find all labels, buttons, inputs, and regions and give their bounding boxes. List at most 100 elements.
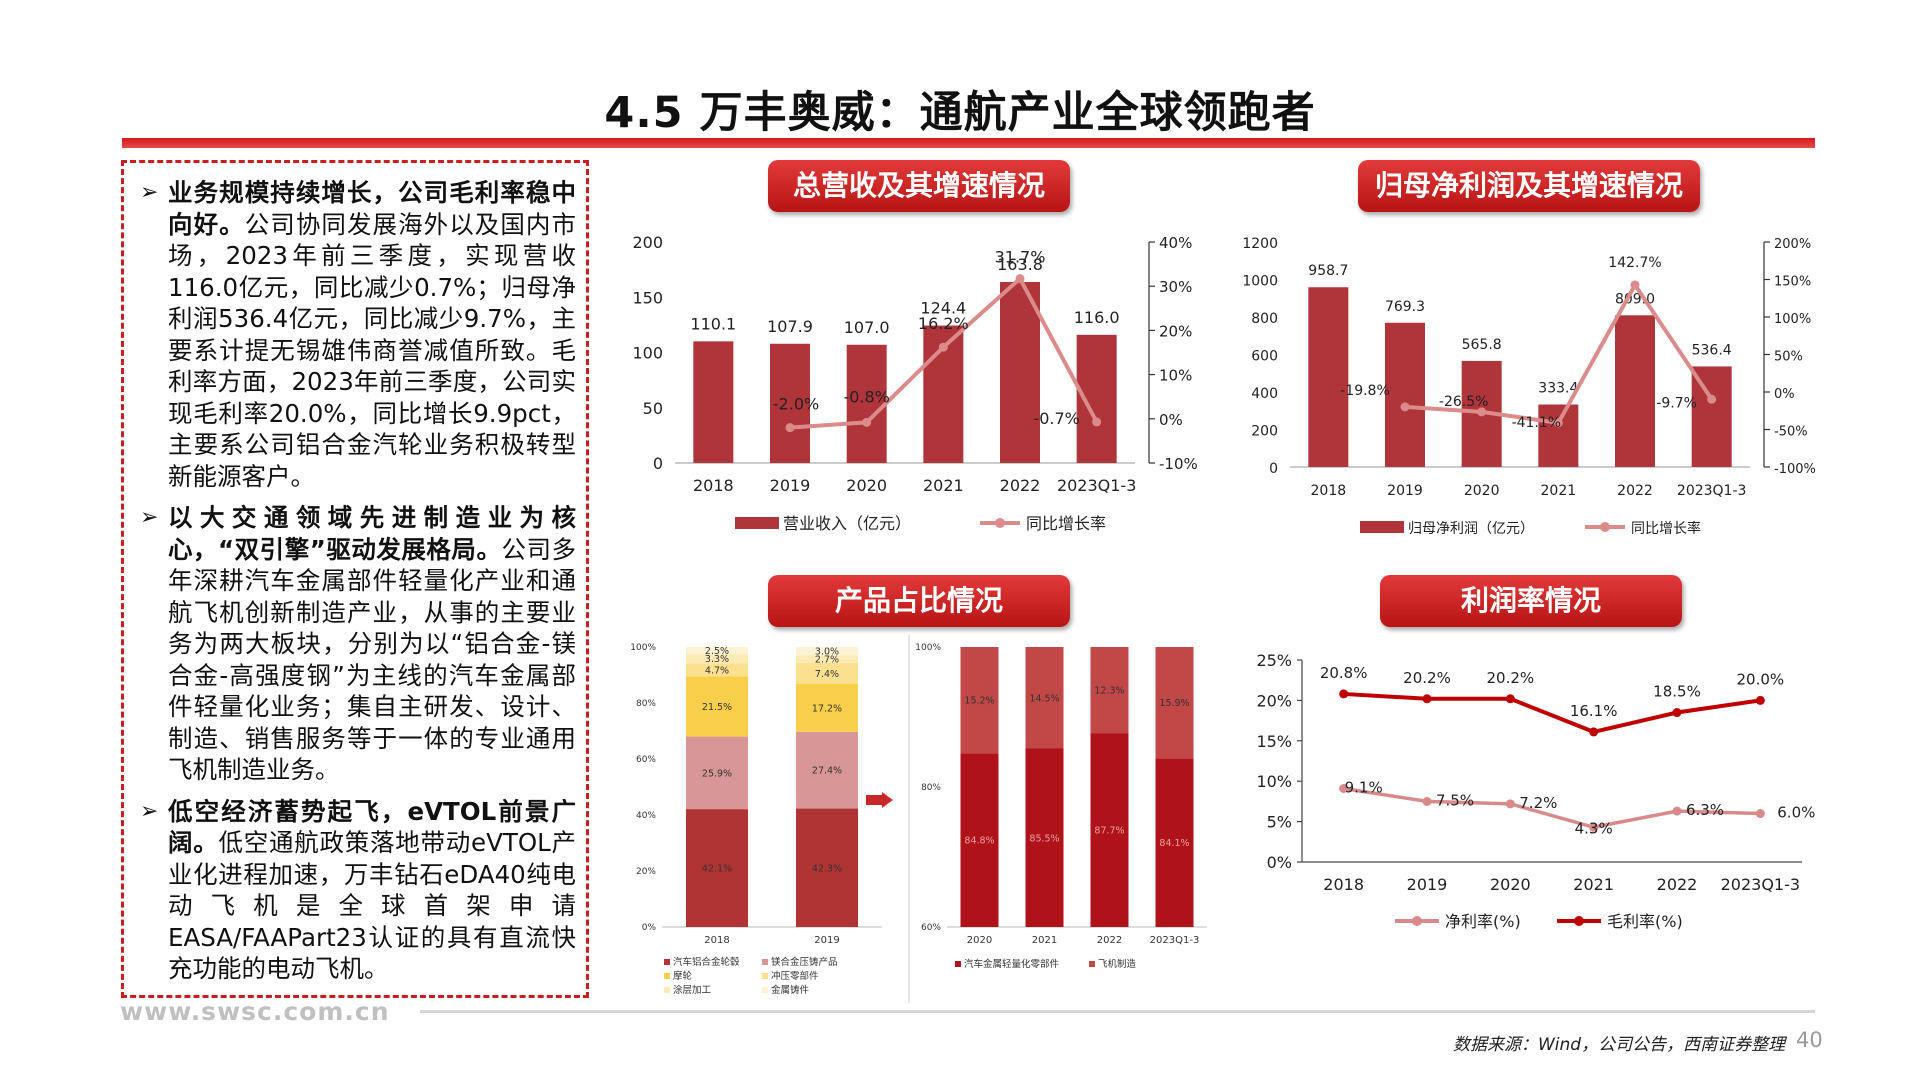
stack-segment	[686, 647, 748, 654]
y-tick-label: 100%	[915, 643, 941, 653]
x-tick-label: 2021	[1541, 483, 1577, 499]
legend-bar-label: 归母净利润（亿元）	[1408, 520, 1534, 537]
segment-label: 25.9%	[702, 768, 732, 779]
y-tick-label: 0	[1269, 461, 1278, 477]
bullet-text: 低空通航政策落地带动eVTOL产业化进程加速，万丰钻石eDA40纯电动飞机是全球…	[168, 828, 577, 983]
y-tick-label: 80%	[636, 699, 656, 709]
y2-tick-label: 150%	[1774, 275, 1811, 290]
y2-tick-label: 0%	[1159, 411, 1183, 429]
bar-value-label: 124.4	[920, 299, 966, 318]
bar	[1615, 315, 1655, 467]
legend-swatch	[664, 973, 670, 979]
legend-swatch	[762, 987, 768, 993]
segment-label: 2.5%	[705, 646, 729, 657]
stack-segment	[686, 663, 748, 677]
y-tick-label: 60%	[636, 755, 656, 765]
bar	[1691, 366, 1732, 467]
stack-segment	[960, 753, 999, 927]
margin-point	[1672, 806, 1682, 816]
segment-label: 2.7%	[815, 655, 839, 666]
margin-point	[1339, 783, 1349, 793]
stack-segment	[686, 809, 748, 927]
y2-tick-label: 100%	[1774, 312, 1811, 327]
y-tick-label: 20%	[1256, 691, 1292, 710]
bar-value-label: 110.1	[690, 314, 736, 333]
section-title-margin: 利润率情况	[1380, 575, 1682, 627]
bullet-heading: 业务规模持续增长，公司毛利率稳中向好。	[168, 178, 576, 239]
y-tick-label: 100%	[630, 643, 656, 653]
growth-label: -19.8%	[1340, 383, 1390, 399]
stack-segment	[1155, 647, 1194, 759]
profit-chart: 1200 1000 800 600 400 200 0 200% 150% 100% 50% 0% -5…	[1242, 236, 1816, 537]
y-tick-label: 50	[643, 399, 663, 418]
data-source: 数据来源：Wind，公司公告，西南证券整理	[1453, 1035, 1786, 1055]
margin-point	[1755, 695, 1765, 705]
y2-tick-label: 40%	[1159, 234, 1192, 252]
y-tick-label: 1000	[1242, 274, 1278, 290]
segment-label: 12.3%	[1094, 686, 1124, 697]
y2-tick-label: -10%	[1159, 455, 1198, 473]
bar-value-label: 163.8	[997, 255, 1043, 274]
arrow-right-icon	[866, 792, 893, 808]
page-number: 40	[1796, 1028, 1823, 1052]
x-tick-label: 2021	[1573, 875, 1614, 894]
y2-tick-label: 20%	[1159, 322, 1192, 340]
stack-segment	[796, 683, 858, 732]
bar	[693, 341, 734, 463]
legend-label: 涂层加工	[673, 984, 712, 996]
x-tick-label: 2021	[1032, 935, 1057, 946]
y-tick-label: 150	[632, 288, 663, 307]
stack-segment	[1090, 733, 1129, 927]
y-tick-label: 0%	[1267, 853, 1292, 872]
legend-label: 摩轮	[673, 970, 693, 982]
segment-label: 3.3%	[705, 654, 729, 665]
footer-divider	[420, 1010, 1815, 1013]
bar-value-label: 536.4	[1692, 342, 1732, 358]
legend-bar-swatch	[1360, 521, 1404, 533]
website-url[interactable]: www.swsc.com.cn	[120, 997, 390, 1026]
section-title-product: 产品占比情况	[768, 575, 1070, 627]
y2-tick-label: -100%	[1774, 462, 1816, 477]
stack-segment	[960, 647, 999, 754]
margin-point	[1672, 708, 1682, 718]
segment-label: 4.7%	[705, 665, 729, 676]
growth-label: -0.7%	[1033, 409, 1079, 428]
bar-value-label: 958.7	[1308, 263, 1348, 279]
x-tick-label: 2023Q1-3	[1721, 875, 1800, 894]
stack-segment	[1155, 758, 1194, 927]
bar	[846, 344, 887, 463]
y-tick-label: 25%	[1256, 651, 1292, 670]
growth-point	[1015, 274, 1025, 284]
y-tick-label: 5%	[1267, 813, 1292, 832]
segment-label: 87.7%	[1094, 826, 1124, 837]
y-tick-label: 200	[1251, 424, 1278, 440]
summary-box: ➢ 业务规模持续增长，公司毛利率稳中向好。公司协同发展海外以及国内市场，2023…	[121, 160, 589, 998]
legend-bar-label: 营业收入（亿元）	[783, 514, 911, 533]
bar-value-label: 107.9	[767, 317, 813, 336]
margin-value-label: 18.5%	[1653, 683, 1701, 701]
bullet-text: 公司协同发展海外以及国内市场，2023年前三季度，实现营收116.0亿元，同比减…	[168, 209, 577, 491]
growth-label: 31.7%	[995, 248, 1046, 267]
arrow-bullet-icon: ➢	[140, 180, 159, 205]
growth-point	[785, 423, 795, 433]
legend-swatch	[664, 987, 670, 993]
y-tick-label: 80%	[921, 783, 941, 793]
bullet-text: 公司多年深耕汽车金属部件轻量化产业和通航飞机创新制造产业，从事的主要业务为两大板…	[168, 534, 577, 785]
segment-label: 85.5%	[1029, 833, 1059, 844]
legend-swatch	[762, 973, 768, 979]
bullet-item: ➢ 以大交通领域先进制造业为核心，“双引擎”驱动发展格局。公司多年深耕汽车金属部…	[134, 502, 576, 786]
segment-label: 42.1%	[702, 864, 732, 875]
stack-segment	[686, 736, 748, 810]
y2-tick-label: 0%	[1774, 387, 1795, 402]
x-tick-label: 2021	[923, 476, 964, 495]
margin-value-label: 7.2%	[1519, 794, 1557, 812]
y-tick-label: 100	[632, 344, 663, 363]
legend-line-marker	[1600, 522, 1610, 532]
stack-segment	[1025, 748, 1064, 927]
y2-tick-label: 30%	[1159, 278, 1192, 296]
stack-segment	[796, 655, 858, 663]
margin-point	[1755, 809, 1765, 819]
section-title-profit: 归母净利润及其增速情况	[1358, 160, 1700, 212]
bar-value-label: 107.0	[844, 318, 890, 337]
x-tick-label: 2018	[1311, 483, 1347, 499]
